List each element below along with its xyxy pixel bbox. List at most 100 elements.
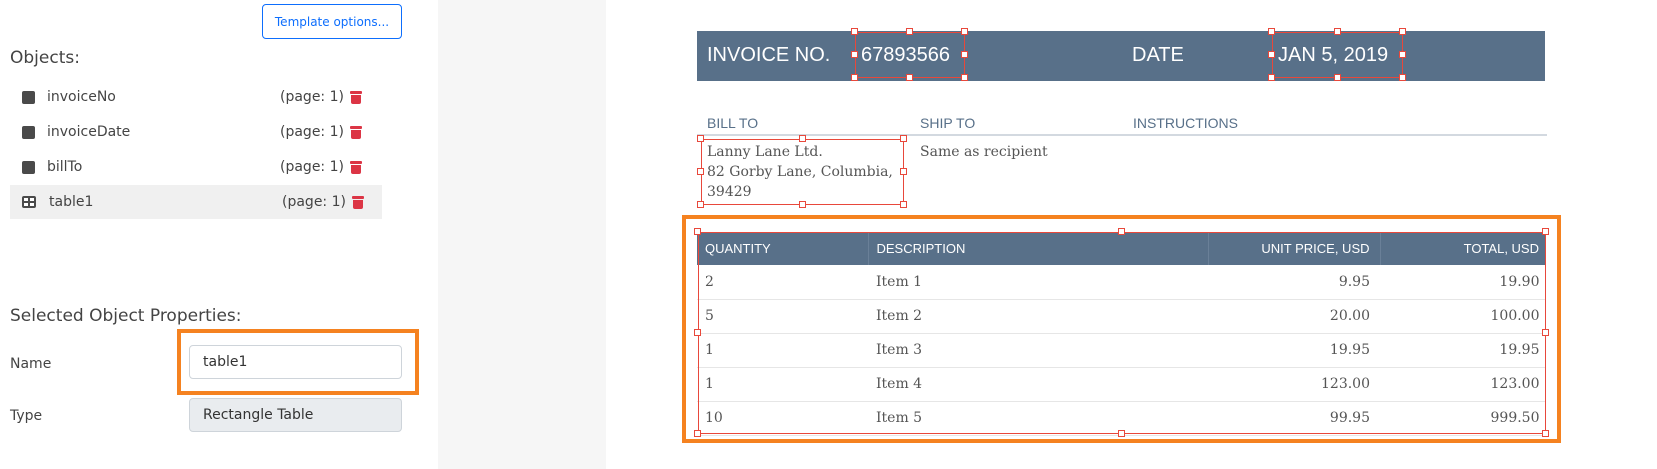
resize-handle[interactable] [906, 28, 913, 35]
trash-icon[interactable] [352, 195, 364, 209]
items-table: QUANTITY DESCRIPTION UNIT PRICE, USD TOT… [697, 232, 1546, 436]
object-name: table1 [49, 194, 94, 210]
resize-handle[interactable] [1542, 430, 1549, 437]
resize-handle[interactable] [1118, 228, 1125, 235]
table-row: 10 Item 5 99.95 999.50 [697, 401, 1546, 436]
name-label: Name [10, 356, 52, 372]
resize-handle[interactable] [1118, 430, 1125, 437]
resize-handle[interactable] [906, 74, 913, 81]
table-cell: 1 [697, 333, 868, 368]
object-page: (page: 1) [280, 89, 344, 105]
resize-handle[interactable] [697, 201, 704, 208]
table-highlight [682, 215, 1561, 443]
table-row: 1 Item 3 19.95 19.95 [697, 333, 1546, 368]
table-cell: Item 4 [868, 367, 1208, 402]
table-cell: 99.95 [1208, 401, 1380, 436]
table-cell: 9.95 [1208, 265, 1380, 300]
resize-handle[interactable] [961, 51, 968, 58]
resize-handle[interactable] [1542, 228, 1549, 235]
table-cell: 20.00 [1208, 299, 1380, 334]
resize-handle[interactable] [851, 51, 858, 58]
bill-to-label: BILL TO [707, 115, 759, 131]
object-item-invoiceNo[interactable]: invoiceNo (page: 1) [10, 80, 382, 114]
resize-handle[interactable] [1268, 51, 1275, 58]
table-icon [22, 196, 36, 208]
resize-handle[interactable] [1542, 329, 1549, 336]
bill-to-selection[interactable] [701, 139, 904, 205]
properties-heading: Selected Object Properties: [10, 306, 242, 326]
square-icon [22, 160, 35, 174]
table-cell: 19.95 [1208, 333, 1380, 368]
resize-handle[interactable] [1268, 28, 1275, 35]
trash-icon[interactable] [350, 160, 362, 174]
resize-handle[interactable] [694, 228, 701, 235]
bill-to-line: 39429 [707, 184, 752, 200]
resize-handle[interactable] [694, 329, 701, 336]
resize-handle[interactable] [1333, 28, 1341, 35]
date-label: DATE [1132, 44, 1184, 66]
ship-to-label: SHIP TO [920, 115, 976, 131]
object-name: billTo [47, 159, 83, 175]
invoice-no-label: INVOICE NO. [707, 44, 831, 66]
object-item-billTo[interactable]: billTo (page: 1) [10, 150, 382, 184]
resize-handle[interactable] [1333, 74, 1341, 81]
object-name: invoiceNo [47, 89, 116, 105]
resize-handle[interactable] [900, 168, 907, 175]
square-icon [22, 125, 35, 139]
header-unit-price: UNIT PRICE, USD [1208, 232, 1381, 265]
type-input: Rectangle Table [189, 398, 402, 432]
name-input[interactable]: table1 [189, 345, 402, 379]
table-row: 1 Item 4 123.00 123.00 [697, 367, 1546, 402]
object-item-table1[interactable]: table1 (page: 1) [10, 185, 382, 219]
resize-handle[interactable] [798, 135, 806, 142]
resize-handle[interactable] [1399, 74, 1406, 81]
invoice-header-band: INVOICE NO. 67893566 DATE JAN 5, 2019 [697, 31, 1545, 81]
date-value: JAN 5, 2019 [1278, 44, 1389, 66]
table-cell: 2 [697, 265, 868, 300]
table-cell: 100.00 [1380, 299, 1546, 334]
template-editor-panel: Template options... Objects: invoiceNo (p… [0, 0, 438, 469]
resize-handle[interactable] [694, 430, 701, 437]
resize-handle[interactable] [798, 201, 806, 208]
type-label: Type [10, 408, 43, 424]
table-cell: Item 1 [868, 265, 1208, 300]
instructions-label: INSTRUCTIONS [1133, 115, 1238, 131]
object-page: (page: 1) [282, 194, 346, 210]
table-cell: 19.90 [1380, 265, 1546, 300]
resize-handle[interactable] [961, 74, 968, 81]
resize-handle[interactable] [1268, 74, 1275, 81]
ship-to-value: Same as recipient [920, 144, 1048, 160]
square-icon [22, 90, 35, 104]
table-cell: Item 2 [868, 299, 1208, 334]
object-name: invoiceDate [47, 124, 131, 140]
resize-handle[interactable] [961, 28, 968, 35]
resize-handle[interactable] [851, 74, 858, 81]
objects-heading: Objects: [10, 48, 80, 68]
trash-icon[interactable] [350, 125, 362, 139]
resize-handle[interactable] [851, 28, 858, 35]
name-field-highlight [177, 329, 419, 395]
template-options-button[interactable]: Template options... [262, 4, 402, 39]
resize-handle[interactable] [697, 135, 704, 142]
table-cell: 10 [697, 401, 868, 436]
resize-handle[interactable] [900, 201, 907, 208]
table-cell: 123.00 [1208, 367, 1380, 402]
table-cell: 1 [697, 367, 868, 402]
table-cell: 123.00 [1380, 367, 1546, 402]
object-page: (page: 1) [280, 124, 344, 140]
object-item-invoiceDate[interactable]: invoiceDate (page: 1) [10, 115, 382, 149]
invoice-no-selection[interactable] [855, 32, 965, 78]
invoice-date-selection[interactable] [1272, 32, 1403, 78]
resize-handle[interactable] [1399, 28, 1406, 35]
table-row: 2 Item 1 9.95 19.90 [697, 265, 1546, 300]
table-cell: 999.50 [1380, 401, 1546, 436]
table-selection[interactable] [698, 232, 1546, 434]
trash-icon[interactable] [350, 90, 362, 104]
resize-handle[interactable] [900, 135, 907, 142]
panel-divider [438, 0, 606, 469]
table-cell: Item 5 [868, 401, 1208, 436]
resize-handle[interactable] [1399, 51, 1406, 58]
header-quantity: QUANTITY [697, 232, 869, 265]
table-row: 5 Item 2 20.00 100.00 [697, 299, 1546, 334]
resize-handle[interactable] [697, 168, 704, 175]
